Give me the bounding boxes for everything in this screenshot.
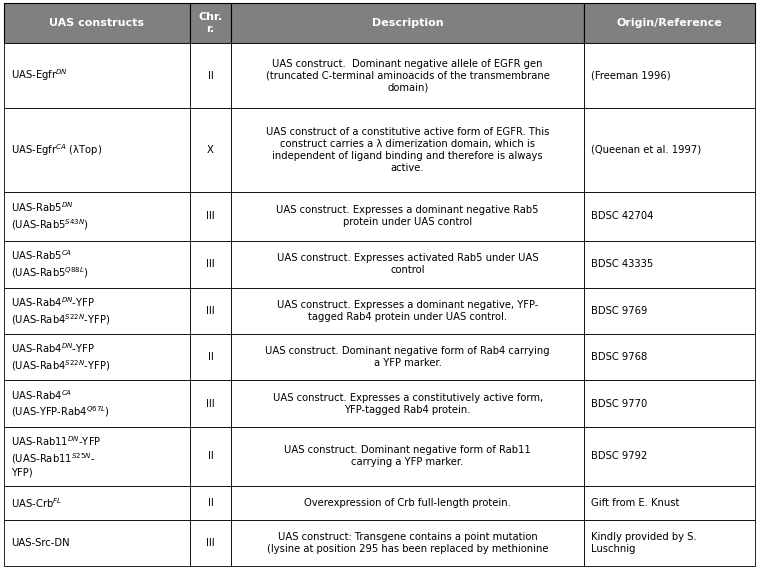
Text: UAS-Crb$^{FL}$: UAS-Crb$^{FL}$ (11, 496, 63, 510)
Text: BDSC 9770: BDSC 9770 (591, 399, 647, 409)
Bar (190, 192, 231, 241)
Bar (4, 287, 190, 334)
Bar (584, 519, 755, 566)
Text: Origin/Reference: Origin/Reference (617, 18, 722, 28)
Bar (231, 287, 584, 334)
Text: UAS construct. Dominant negative form of Rab4 carrying
a YFP marker.: UAS construct. Dominant negative form of… (265, 346, 550, 368)
Bar (190, 43, 231, 108)
Bar (231, 43, 584, 108)
Text: BDSC 9792: BDSC 9792 (591, 451, 647, 461)
Text: UAS-Rab5$^{CA}$
(UAS-Rab5$^{Q88L}$): UAS-Rab5$^{CA}$ (UAS-Rab5$^{Q88L}$) (11, 249, 89, 280)
Text: UAS-Rab4$^{CA}$
(UAS-YFP-Rab4$^{Q67L}$): UAS-Rab4$^{CA}$ (UAS-YFP-Rab4$^{Q67L}$) (11, 388, 110, 419)
Text: UAS-Rab11$^{DN}$-YFP
(UAS-Rab11$^{S25N}$-
YFP): UAS-Rab11$^{DN}$-YFP (UAS-Rab11$^{S25N}$… (11, 435, 102, 478)
Bar (190, 381, 231, 427)
Text: BDSC 9769: BDSC 9769 (591, 306, 647, 316)
Text: (Queenan et al. 1997): (Queenan et al. 1997) (591, 145, 701, 155)
Text: X: X (207, 145, 214, 155)
Text: UAS-Egfr$^{DN}$: UAS-Egfr$^{DN}$ (11, 68, 68, 84)
Text: Overexpression of Crb full-length protein.: Overexpression of Crb full-length protei… (304, 498, 511, 508)
Bar (231, 486, 584, 519)
Bar (231, 334, 584, 381)
Bar (584, 108, 755, 192)
Bar (190, 3, 231, 43)
Text: UAS-Egfr$^{CA}$ (λTop): UAS-Egfr$^{CA}$ (λTop) (11, 142, 103, 158)
Bar (190, 427, 231, 486)
Bar (584, 3, 755, 43)
Bar (4, 43, 190, 108)
Bar (4, 427, 190, 486)
Bar (4, 334, 190, 381)
Bar (190, 241, 231, 287)
Bar (584, 381, 755, 427)
Text: BDSC 43335: BDSC 43335 (591, 259, 653, 269)
Text: III: III (206, 538, 214, 548)
Bar (190, 108, 231, 192)
Bar (231, 381, 584, 427)
Bar (584, 43, 755, 108)
Bar (231, 3, 584, 43)
Bar (4, 381, 190, 427)
Bar (190, 486, 231, 519)
Bar (190, 334, 231, 381)
Text: UAS-Rab4$^{DN}$-YFP
(UAS-Rab4$^{S22N}$-YFP): UAS-Rab4$^{DN}$-YFP (UAS-Rab4$^{S22N}$-Y… (11, 295, 110, 327)
Text: Description: Description (372, 18, 444, 28)
Text: II: II (208, 498, 214, 508)
Text: BDSC 9768: BDSC 9768 (591, 352, 647, 362)
Bar (4, 519, 190, 566)
Text: II: II (208, 71, 214, 81)
Bar (584, 192, 755, 241)
Bar (190, 287, 231, 334)
Bar (584, 486, 755, 519)
Text: UAS construct: Transgene contains a point mutation
(lysine at position 295 has b: UAS construct: Transgene contains a poin… (267, 532, 548, 554)
Text: UAS construct.  Dominant negative allele of EGFR gen
(truncated C-terminal amino: UAS construct. Dominant negative allele … (266, 59, 549, 93)
Bar (584, 241, 755, 287)
Text: II: II (208, 451, 214, 461)
Bar (4, 3, 190, 43)
Text: II: II (208, 352, 214, 362)
Bar (584, 427, 755, 486)
Bar (4, 241, 190, 287)
Bar (231, 192, 584, 241)
Bar (231, 427, 584, 486)
Bar (231, 241, 584, 287)
Text: UAS construct. Expresses a dominant negative Rab5
protein under UAS control: UAS construct. Expresses a dominant nega… (277, 205, 539, 228)
Text: III: III (206, 399, 214, 409)
Text: Gift from E. Knust: Gift from E. Knust (591, 498, 679, 508)
Bar (231, 519, 584, 566)
Text: UAS constructs: UAS constructs (49, 18, 144, 28)
Text: UAS construct of a constitutive active form of EGFR. This
construct carries a λ : UAS construct of a constitutive active f… (266, 127, 549, 173)
Text: UAS-Src-DN: UAS-Src-DN (11, 538, 70, 548)
Text: UAS construct. Expresses a dominant negative, YFP-
tagged Rab4 protein under UAS: UAS construct. Expresses a dominant nega… (277, 300, 538, 322)
Text: UAS-Rab5$^{DN}$
(UAS-Rab5$^{S43N}$): UAS-Rab5$^{DN}$ (UAS-Rab5$^{S43N}$) (11, 201, 89, 232)
Text: III: III (206, 212, 214, 221)
Bar (584, 334, 755, 381)
Bar (584, 287, 755, 334)
Text: Kindly provided by S.
Luschnig: Kindly provided by S. Luschnig (591, 532, 696, 554)
Bar (4, 192, 190, 241)
Bar (190, 519, 231, 566)
Text: UAS construct. Expresses a constitutively active form,
YFP-tagged Rab4 protein.: UAS construct. Expresses a constitutivel… (273, 393, 542, 415)
Bar (4, 486, 190, 519)
Bar (231, 108, 584, 192)
Text: UAS construct. Dominant negative form of Rab11
carrying a YFP marker.: UAS construct. Dominant negative form of… (284, 446, 531, 467)
Text: BDSC 42704: BDSC 42704 (591, 212, 653, 221)
Text: Chr.
r.: Chr. r. (198, 12, 223, 34)
Text: UAS construct. Expresses activated Rab5 under UAS
control: UAS construct. Expresses activated Rab5 … (277, 253, 538, 275)
Text: III: III (206, 306, 214, 316)
Text: UAS-Rab4$^{DN}$-YFP
(UAS-Rab4$^{S22N}$-YFP): UAS-Rab4$^{DN}$-YFP (UAS-Rab4$^{S22N}$-Y… (11, 341, 110, 373)
Bar (4, 108, 190, 192)
Text: III: III (206, 259, 214, 269)
Text: (Freeman 1996): (Freeman 1996) (591, 71, 670, 81)
